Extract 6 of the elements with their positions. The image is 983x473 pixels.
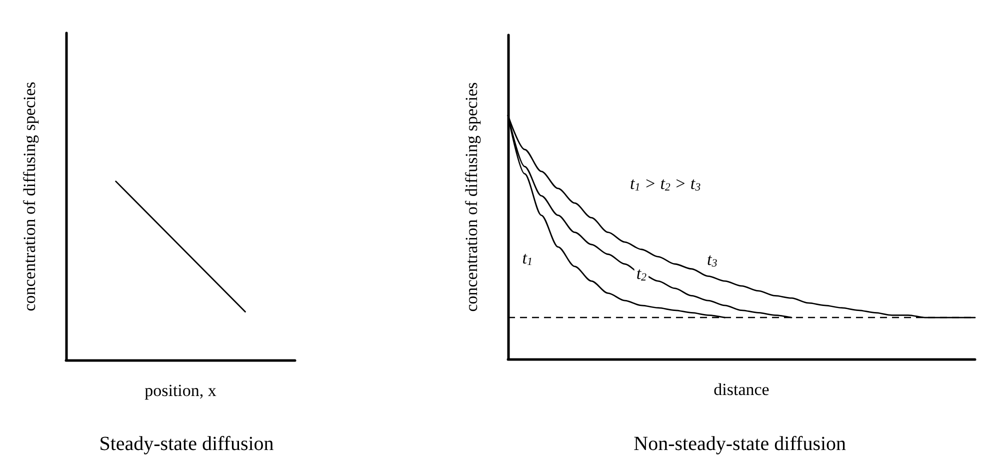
text: Non-steady-state diffusion <box>634 433 846 455</box>
y-axis-title: concentration of diffusing species <box>20 82 39 312</box>
x-axis-title: position, x <box>144 381 217 400</box>
text: Steady-state diffusion <box>99 433 274 455</box>
y-axis-title: concentration of diffusing species <box>462 82 481 312</box>
x-axis-title: distance <box>714 380 770 399</box>
